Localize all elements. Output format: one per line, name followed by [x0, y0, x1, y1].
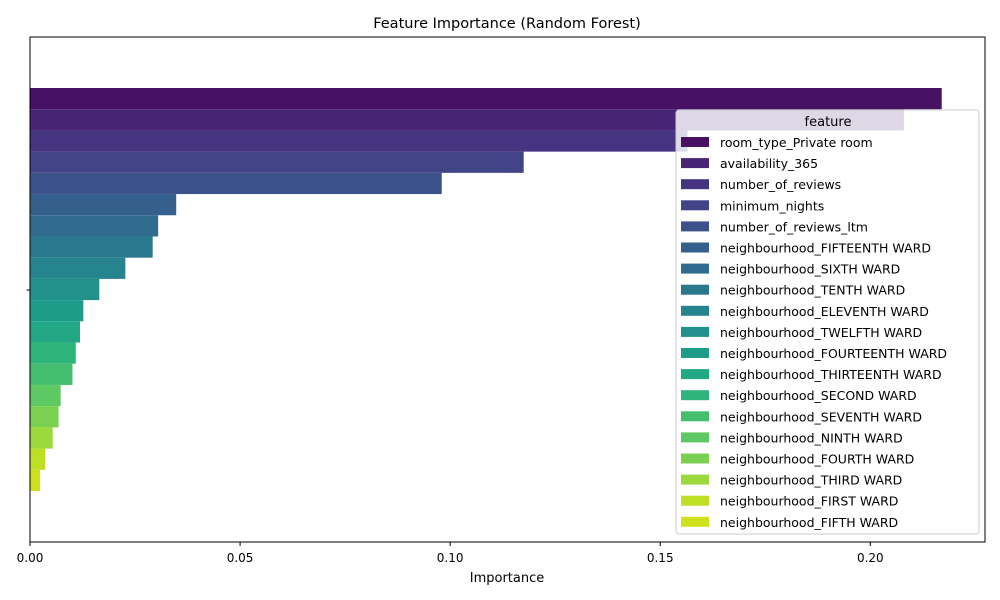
bar-neighbourhood-seventh-ward [30, 363, 73, 385]
bar-number-of-reviews-ltm [30, 172, 442, 195]
bar-group [30, 88, 942, 491]
legend-label: neighbourhood_NINTH WARD [720, 430, 903, 445]
legend-swatch [681, 200, 709, 211]
chart-title: Feature Importance (Random Forest) [373, 16, 641, 32]
legend-label: number_of_reviews [720, 177, 841, 192]
legend-frame [675, 109, 980, 535]
bar-minimum-nights [30, 151, 524, 173]
legend-label: neighbourhood_FIFTH WARD [720, 515, 898, 530]
bar-neighbourhood-sixth-ward [30, 215, 159, 237]
legend-items: room_type_Private room availability_365nu… [681, 135, 947, 530]
x-tick-label: 0.15 [647, 551, 674, 565]
legend-label: neighbourhood_SEVENTH WARD [720, 409, 922, 424]
legend-swatch [681, 242, 709, 253]
legend-swatch [681, 348, 709, 358]
legend-swatch [681, 474, 709, 485]
x-tick-label: 0.10 [437, 551, 464, 565]
bar-neighbourhood-tenth-ward [30, 236, 153, 258]
legend-label: neighbourhood_THIRD WARD [720, 473, 902, 488]
legend-swatch [681, 179, 709, 190]
x-tick-label: 0.00 [17, 551, 44, 565]
legend-label: minimum_nights [720, 198, 824, 213]
legend: feature room_type_Private room availabili… [675, 109, 980, 535]
bar-neighbourhood-second-ward [30, 342, 76, 364]
x-tick-label: 0.05 [227, 551, 254, 565]
legend-swatch [681, 137, 709, 147]
x-axis-ticks: 0.00 0.05 0.10 0.15 0.20 [17, 542, 884, 565]
legend-label: neighbourhood_FIFTEENTH WARD [720, 241, 931, 256]
legend-swatch [681, 432, 709, 443]
x-axis-label: Importance [470, 571, 545, 586]
legend-swatch [681, 158, 709, 169]
legend-swatch [681, 221, 709, 232]
legend-title: feature [805, 115, 852, 130]
legend-swatch [681, 284, 709, 295]
bar-neighbourhood-fourteenth-ward [30, 300, 84, 322]
legend-label: availability_365 [720, 156, 818, 171]
legend-label: neighbourhood_ELEVENTH WARD [720, 304, 929, 319]
legend-swatch [681, 305, 709, 316]
legend-label: neighbourhood_SIXTH WARD [720, 262, 900, 277]
legend-label: neighbourhood_FIRST WARD [720, 494, 898, 509]
legend-label: room_type_Private room [720, 135, 873, 150]
legend-swatch [681, 263, 709, 274]
legend-label: neighbourhood_TWELFTH WARD [720, 325, 922, 340]
legend-label: number_of_reviews_ltm [720, 219, 868, 234]
legend-label: neighbourhood_FOURTEENTH WARD [720, 346, 947, 361]
legend-label: neighbourhood_THIRTEENTH WARD [720, 367, 942, 382]
bar-neighbourhood-third-ward [30, 427, 53, 449]
legend-swatch [681, 453, 709, 464]
x-tick-label: 0.20 [857, 551, 884, 565]
bar-neighbourhood-fourth-ward [30, 406, 59, 428]
bar-number-of-reviews [30, 130, 688, 152]
bar-room-type-private-room [30, 88, 942, 110]
legend-label: neighbourhood_SECOND WARD [720, 388, 917, 403]
bar-neighbourhood-ninth-ward [30, 384, 61, 407]
bar-neighbourhood-thirteenth-ward [30, 321, 80, 343]
bar-neighbourhood-twelfth-ward [30, 278, 100, 301]
legend-swatch [681, 411, 709, 422]
legend-swatch [681, 326, 709, 337]
legend-label: neighbourhood_TENTH WARD [720, 283, 905, 298]
legend-swatch [681, 495, 709, 506]
bar-neighbourhood-fifteenth-ward [30, 194, 177, 216]
legend-swatch [681, 390, 709, 401]
legend-swatch [681, 369, 709, 380]
legend-swatch [681, 516, 709, 527]
bar-neighbourhood-fifth-ward [30, 469, 41, 491]
bar-neighbourhood-eleventh-ward [30, 257, 126, 279]
legend-label: neighbourhood_FOURTH WARD [720, 452, 914, 467]
bar-neighbourhood-first-ward [30, 448, 46, 470]
